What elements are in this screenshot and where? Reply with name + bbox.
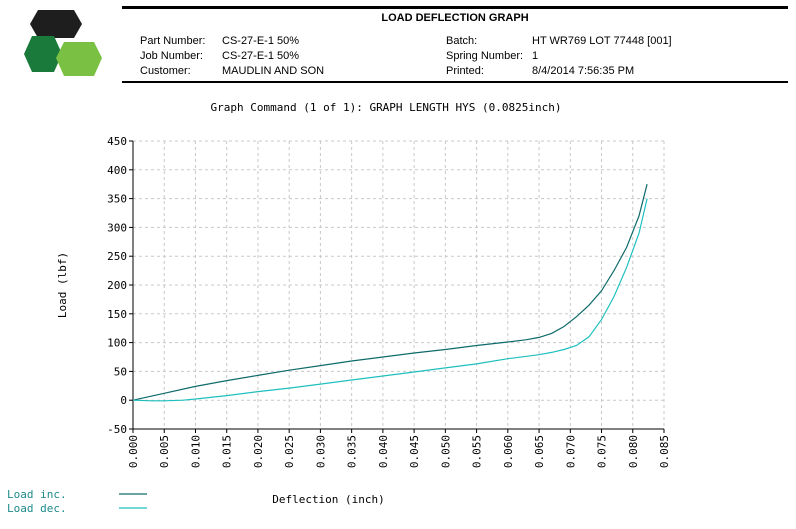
- y-tick-label: 100: [107, 337, 127, 350]
- x-tick-label: 0.085: [658, 435, 671, 468]
- batch-value: HT WR769 LOT 77448 [001]: [532, 35, 672, 47]
- spring-number-value: 1: [532, 50, 539, 62]
- x-axis-label: Deflection (inch): [272, 493, 385, 506]
- x-tick-label: 0.010: [189, 435, 202, 468]
- y-tick-label: -50: [107, 423, 127, 436]
- printed-label: Printed:: [446, 65, 484, 77]
- legend-label-load-inc: Load inc.: [7, 488, 67, 501]
- legend-label-load-dec: Load dec.: [7, 502, 67, 515]
- y-tick-label: 150: [107, 308, 127, 321]
- x-tick-label: 0.070: [564, 435, 577, 468]
- x-tick-label: 0.055: [471, 435, 484, 468]
- y-tick-label: 450: [107, 135, 127, 148]
- x-tick-label: 0.020: [252, 435, 265, 468]
- spring-number-label: Spring Number:: [446, 50, 524, 62]
- customer-value: MAUDLIN AND SON: [222, 65, 325, 77]
- x-tick-label: 0.045: [408, 435, 421, 468]
- customer-label: Customer:: [140, 65, 191, 77]
- y-axis-label: Load (lbf): [56, 252, 69, 318]
- part-number-label: Part Number:: [140, 35, 206, 47]
- x-tick-label: 0.050: [439, 435, 452, 468]
- x-tick-label: 0.040: [377, 435, 390, 468]
- job-number-label: Job Number:: [140, 50, 203, 62]
- x-tick-label: 0.025: [283, 435, 296, 468]
- y-tick-label: 250: [107, 250, 127, 263]
- batch-label: Batch:: [446, 35, 478, 47]
- y-tick-label: 50: [114, 365, 127, 378]
- report-title: LOAD DEFLECTION GRAPH: [381, 12, 529, 24]
- x-tick-label: 0.000: [127, 435, 140, 468]
- y-tick-label: 400: [107, 164, 127, 177]
- company-logo: [24, 10, 104, 82]
- y-tick-label: 350: [107, 193, 127, 206]
- x-tick-label: 0.030: [314, 435, 327, 468]
- job-number-value: CS-27-E-1 50%: [222, 50, 300, 62]
- x-tick-label: 0.075: [596, 435, 609, 468]
- x-tick-label: 0.060: [502, 435, 515, 468]
- x-tick-label: 0.065: [533, 435, 546, 468]
- part-number-value: CS-27-E-1 50%: [222, 35, 300, 47]
- x-tick-label: 0.005: [158, 435, 171, 468]
- printed-value: 8/4/2014 7:56:35 PM: [532, 65, 635, 77]
- y-tick-label: 200: [107, 279, 127, 292]
- hexagon-logo-icon: [24, 10, 102, 76]
- x-tick-label: 0.080: [627, 435, 640, 468]
- x-tick-label: 0.035: [346, 435, 359, 468]
- chart-title: Graph Command (1 of 1): GRAPH LENGTH HYS…: [210, 101, 562, 114]
- series-line-load-inc: [132, 184, 648, 401]
- x-tick-label: 0.015: [221, 435, 234, 468]
- series-line-load-dec: [132, 198, 648, 402]
- y-tick-label: 0: [120, 394, 127, 407]
- y-tick-label: 300: [107, 221, 127, 234]
- report-header: LOAD DEFLECTION GRAPH Part Number: CS-27…: [122, 6, 788, 83]
